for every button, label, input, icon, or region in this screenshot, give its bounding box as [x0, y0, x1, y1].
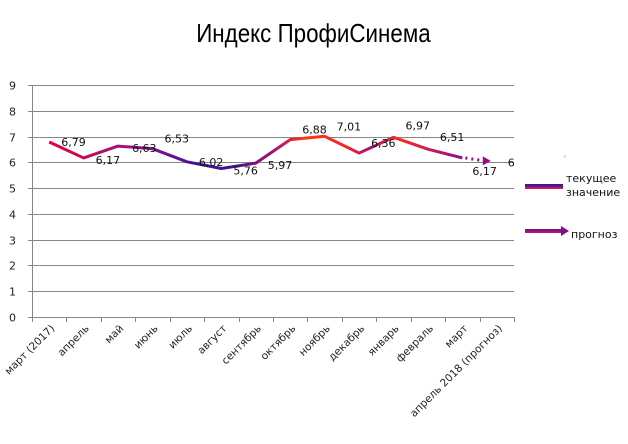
y-tick-label: 0	[9, 312, 16, 325]
data-label: 6,53	[165, 133, 190, 146]
forecast-data-label: 6	[508, 156, 515, 169]
y-tick-label: 1	[9, 286, 16, 299]
legend	[525, 155, 569, 236]
x-tick-label: июль	[166, 323, 195, 352]
legend-current-line2: значение	[566, 186, 621, 199]
data-label: 6,97	[406, 119, 431, 132]
x-tick-label: октябрь	[258, 323, 298, 363]
y-tick-label: 3	[9, 235, 16, 248]
x-tick-label: март (2017)	[3, 323, 58, 378]
data-label: 6,36	[371, 137, 396, 150]
chart-title: Индекс ПрофиСинема	[196, 18, 431, 48]
data-label: 6,79	[61, 136, 86, 149]
x-tick-label: июнь	[132, 323, 161, 352]
forecast-line	[465, 156, 486, 163]
data-label: 6,63	[132, 142, 157, 155]
y-tick-label: 8	[9, 106, 16, 119]
axes	[28, 85, 515, 322]
y-tick-label: 5	[9, 183, 16, 196]
x-tick-label: февраль	[394, 323, 436, 365]
data-label: 5,76	[233, 165, 258, 178]
y-tick-label: 6	[9, 157, 16, 170]
y-tick-label: 7	[9, 132, 16, 145]
data-label: 6,02	[199, 156, 224, 169]
legend-current-line1: текущее	[566, 172, 617, 185]
x-tick-label: апрель	[55, 323, 91, 359]
y-tick-label: 2	[9, 260, 16, 273]
data-label: 6,88	[302, 124, 327, 137]
y-tick-label: 4	[9, 209, 16, 222]
x-tick-label: март	[443, 323, 471, 351]
gridlines	[32, 85, 514, 292]
data-label: 6,17	[96, 154, 121, 167]
current-value-line	[48, 134, 463, 171]
data-labels: 6,79 6,17 6,63 6,53 6,02 5,76 5,97 6,88 7,01 6,36…	[61, 119, 515, 178]
series-lines	[48, 134, 491, 171]
legend-forecast-swatch	[525, 226, 569, 236]
x-tick-label: декабрь	[326, 323, 367, 364]
y-axis-ticks: 0 1 2 3 4 5 6 7 8 9	[9, 80, 16, 325]
x-axis-ticks: март (2017)апрель май июнь июль августсентяб…	[3, 323, 505, 420]
legend-current-swatch	[525, 184, 563, 189]
y-tick-label: 9	[9, 80, 16, 93]
x-tick-label: август	[195, 323, 229, 357]
data-label: 6,17	[472, 165, 497, 178]
data-label: 5,97	[268, 159, 293, 172]
legend-current-label: текущее значение	[566, 172, 620, 200]
data-label: 6,51	[440, 131, 465, 144]
forecast-arrow-icon	[482, 156, 491, 166]
legend-forecast-label: прогноз	[571, 228, 618, 241]
data-label: 7,01	[337, 120, 362, 133]
x-tick-label: май	[103, 323, 126, 346]
